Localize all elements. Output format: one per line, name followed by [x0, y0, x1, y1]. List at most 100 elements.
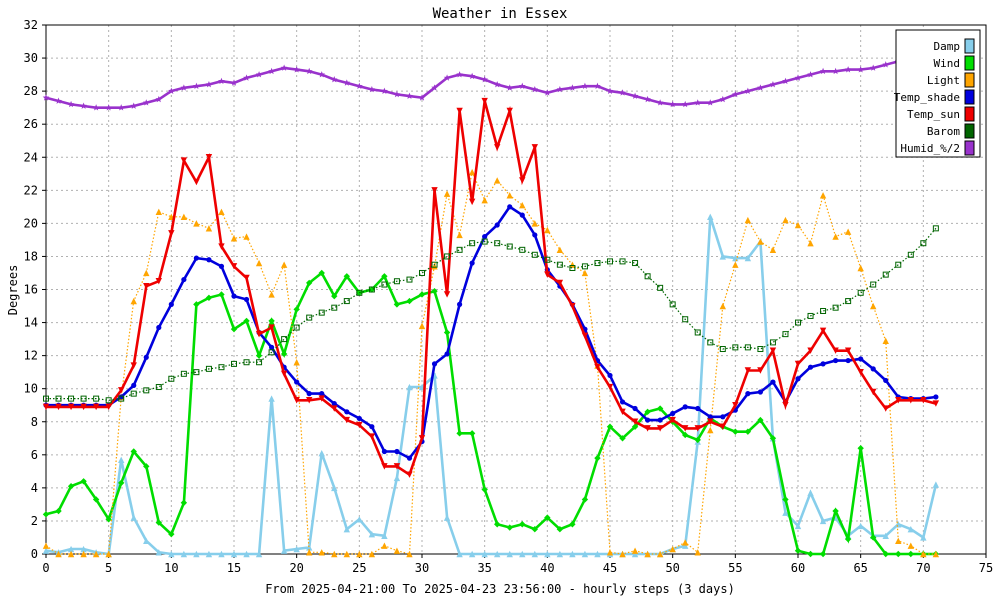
data-point-wind	[92, 496, 100, 503]
data-point-wind	[431, 287, 438, 295]
data-point-damp	[594, 550, 601, 558]
data-point-wind	[606, 423, 614, 430]
data-point-humid-2	[218, 77, 225, 85]
data-point-temp-shade	[720, 414, 726, 420]
chart-grid	[45, 24, 987, 555]
data-point-light	[481, 197, 488, 204]
data-point-temp-sun	[907, 397, 914, 404]
data-point-humid-2	[518, 82, 526, 89]
x-tick-label: 60	[791, 561, 805, 575]
data-point-damp	[920, 534, 927, 541]
data-point-wind	[644, 408, 651, 416]
data-point-wind	[168, 530, 175, 538]
y-tick-label: 30	[24, 51, 38, 65]
x-tick-label: 10	[164, 561, 178, 575]
data-point-humid-2	[669, 100, 676, 108]
data-point-damp	[519, 550, 526, 558]
data-point-damp	[494, 550, 501, 558]
data-point-light	[694, 549, 701, 556]
data-point-barom	[744, 344, 751, 351]
data-point-light	[406, 550, 413, 558]
data-point-humid-2	[832, 67, 839, 75]
data-point-temp-sun	[168, 230, 175, 237]
data-point-damp	[443, 514, 451, 521]
data-point-wind	[318, 269, 325, 277]
data-point-damp	[631, 550, 639, 558]
data-point-humid-2	[443, 74, 451, 81]
data-point-humid-2	[857, 66, 864, 73]
data-point-barom	[907, 251, 914, 258]
data-point-wind	[581, 496, 589, 503]
data-point-barom	[581, 263, 588, 270]
data-point-light	[155, 208, 162, 216]
data-point-temp-sun	[932, 400, 940, 407]
data-point-wind	[769, 435, 777, 442]
data-point-barom	[469, 240, 476, 247]
data-point-damp	[118, 456, 125, 463]
data-point-humid-2	[180, 84, 188, 91]
data-point-barom	[882, 271, 889, 278]
data-point-temp-shade	[858, 356, 864, 362]
data-point-damp	[506, 550, 513, 558]
data-point-damp	[268, 395, 275, 402]
data-point-barom	[644, 273, 651, 280]
data-point-light	[907, 542, 914, 549]
data-point-wind	[381, 273, 388, 280]
data-point-light	[932, 550, 940, 558]
data-point-temp-shade	[431, 361, 438, 367]
data-point-humid-2	[105, 104, 112, 111]
data-point-temp-sun	[331, 405, 338, 412]
data-point-wind	[694, 436, 701, 444]
data-point-temp-sun	[656, 425, 664, 432]
data-point-light	[569, 261, 576, 268]
data-point-temp-shade	[269, 344, 275, 350]
data-point-damp	[230, 550, 238, 558]
data-point-light	[356, 550, 363, 558]
data-point-humid-2	[42, 94, 50, 101]
data-point-humid-2	[531, 85, 539, 93]
y-axis-label: Degrees	[6, 265, 20, 316]
data-point-temp-sun	[694, 425, 701, 432]
data-point-humid-2	[393, 90, 401, 98]
data-point-humid-2	[744, 87, 752, 94]
data-point-temp-shade	[193, 255, 199, 261]
data-point-damp	[819, 517, 827, 525]
data-point-temp-sun	[293, 397, 300, 404]
data-point-temp-shade	[519, 212, 525, 218]
data-point-temp-shade	[807, 364, 814, 370]
data-point-barom	[381, 281, 388, 288]
legend-label-humid-2: Humid_%/2	[900, 142, 960, 155]
data-point-temp-shade	[231, 293, 237, 299]
data-point-light	[644, 550, 651, 558]
data-point-light	[418, 322, 426, 330]
legend-label-damp: Damp	[934, 40, 961, 53]
data-point-barom	[506, 243, 513, 250]
data-point-barom	[569, 265, 576, 272]
data-point-light	[631, 547, 639, 554]
data-point-barom	[857, 289, 864, 296]
data-point-temp-sun	[92, 403, 100, 411]
data-point-wind	[732, 428, 739, 435]
data-point-wind	[682, 431, 689, 439]
x-tick-label: 15	[227, 561, 241, 575]
data-point-temp-sun	[506, 107, 513, 115]
data-point-temp-sun	[368, 433, 376, 440]
legend-label-temp-sun: Temp_sun	[907, 108, 960, 121]
data-point-barom	[180, 370, 187, 377]
data-point-humid-2	[67, 100, 75, 108]
data-point-light	[431, 263, 438, 270]
data-point-temp-shade	[319, 391, 325, 397]
data-point-light	[744, 216, 752, 224]
data-point-light	[882, 337, 889, 344]
series-layer	[42, 54, 940, 558]
data-point-temp-sun	[80, 403, 87, 411]
data-point-light	[757, 238, 764, 245]
data-point-barom	[669, 301, 676, 308]
data-point-temp-shade	[745, 391, 751, 397]
data-point-temp-shade	[331, 400, 337, 407]
data-point-humid-2	[706, 99, 714, 106]
data-point-temp-sun	[895, 397, 902, 404]
legend-label-temp-shade: Temp_shade	[894, 91, 960, 104]
data-point-damp	[456, 550, 463, 558]
x-tick-label: 30	[415, 561, 429, 575]
